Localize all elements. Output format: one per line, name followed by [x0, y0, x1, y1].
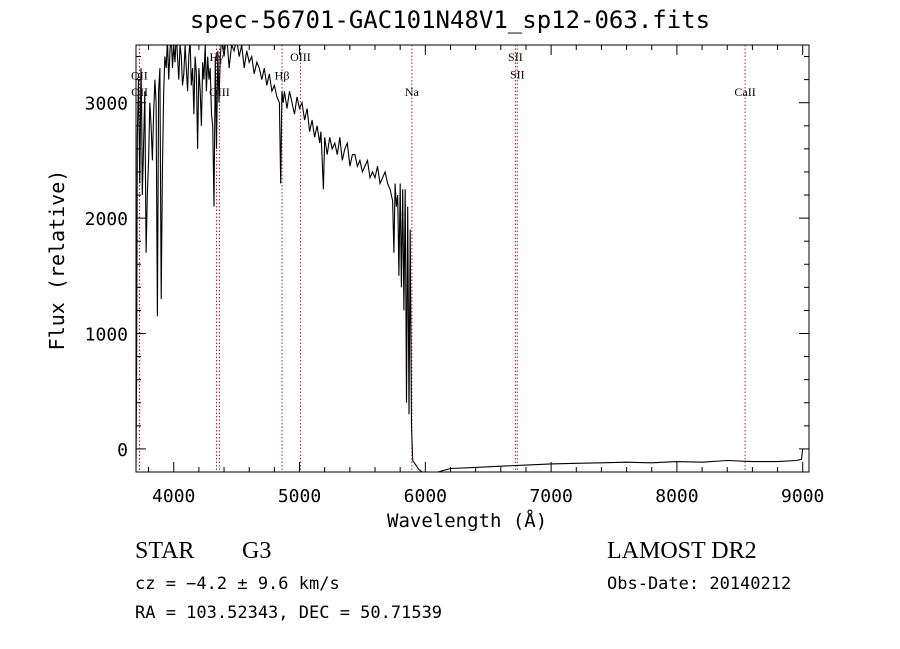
x-tick-label-4000: 4000 — [152, 486, 195, 507]
x-axis-label: Wavelength (Å) — [387, 510, 548, 532]
x-tick-label-7000: 7000 — [529, 486, 572, 507]
marker-label-7: SII — [508, 50, 523, 64]
y-axis-label-text: Flux (relative) — [45, 169, 69, 351]
marker-label-8: SII — [510, 67, 525, 81]
survey-name: LAMOST DR2 — [607, 538, 757, 564]
marker-label-5: OIII — [290, 50, 311, 64]
coordinates-text: RA = 103.52343, DEC = 50.71539 — [135, 603, 443, 623]
redshift-text: cz = −4.2 ± 9.6 km/s — [135, 574, 340, 594]
y-tick-label-1000: 1000 — [85, 325, 128, 346]
y-tick-label-0: 0 — [117, 440, 128, 461]
marker-label-0: OII — [131, 69, 148, 83]
object-subclass: G3 — [242, 538, 272, 564]
plot-frame — [135, 44, 810, 473]
object-type: STAR — [135, 538, 195, 564]
x-tick-label-6000: 6000 — [404, 486, 447, 507]
marker-label-9: CaII — [734, 85, 755, 99]
marker-label-6: Na — [405, 85, 420, 99]
marker-label-4: Hβ — [275, 69, 290, 83]
observation-date: Obs-Date: 20140212 — [607, 574, 792, 594]
x-tick-label-5000: 5000 — [278, 486, 321, 507]
x-tick-label-9000: 9000 — [781, 486, 824, 507]
y-tick-label-2000: 2000 — [85, 209, 128, 230]
marker-label-1: OII — [131, 85, 148, 99]
marker-label-2: Hγ — [210, 50, 225, 64]
spectrum-series-line — [136, 45, 804, 472]
x-tick-label-8000: 8000 — [655, 486, 698, 507]
chart-title: spec-56701-GAC101N48V1_sp12-063.fits — [189, 6, 711, 34]
y-tick-label-3000: 3000 — [85, 94, 128, 115]
